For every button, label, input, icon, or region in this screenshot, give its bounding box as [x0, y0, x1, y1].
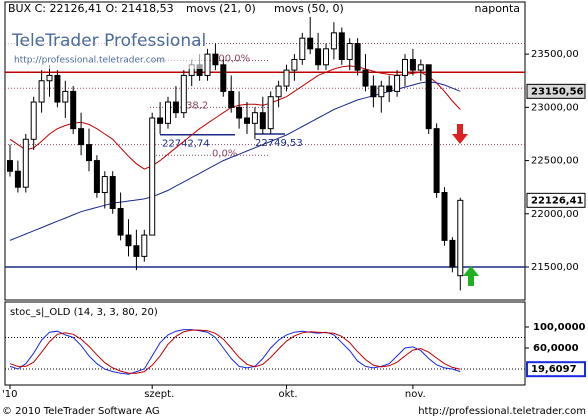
y-tick-label: 23500,00: [531, 49, 579, 60]
candle-body: [30, 101, 37, 140]
candle-body: [228, 90, 235, 108]
watermark-box: [8, 27, 204, 69]
candle-body: [54, 74, 61, 103]
up-arrow: [463, 266, 479, 286]
candle-body: [259, 112, 266, 130]
x-tick-label: szept.: [144, 389, 174, 400]
stoch-tick-label: 60,0000: [533, 343, 579, 354]
last-label: 22126,41: [531, 195, 584, 206]
stoch-last-box: [526, 361, 586, 378]
watermark-url: http://professional.teletrader.com: [14, 56, 165, 66]
candle-body: [386, 85, 393, 92]
footer-copyright: © 2010 TeleTrader Software AG: [2, 406, 160, 417]
stoch-tick-label: 100,0000: [533, 322, 586, 333]
candle-body: [236, 106, 243, 119]
candle-body: [133, 245, 140, 257]
candle-body: [157, 117, 164, 124]
last-box: [526, 192, 586, 208]
candle-body: [299, 37, 306, 60]
header-ma2: movs (50, 0): [274, 2, 344, 15]
candle-body: [117, 207, 124, 236]
candle-body: [109, 176, 116, 209]
main-panel: [4, 1, 526, 301]
last-label: 23150,56: [531, 86, 584, 97]
candle-body: [370, 85, 377, 98]
candle-body: [149, 117, 156, 236]
candle-body: [46, 74, 53, 82]
candle-body: [394, 74, 401, 92]
fib-label: 38,2: [186, 100, 208, 111]
candle-body: [323, 48, 329, 66]
x-tick-label: '10: [2, 389, 17, 400]
candle-body: [172, 101, 179, 114]
header-symbol: BUX C: 22126,41 O: 21418,53: [8, 2, 174, 15]
x-tick-label: nov.: [405, 389, 426, 400]
down-arrow: [452, 124, 468, 144]
watermark-title: TeleTrader Professional: [11, 31, 206, 51]
candle-body: [402, 58, 408, 76]
last-box: [526, 83, 586, 99]
candle-body: [291, 58, 298, 71]
stoch-last-label: 19,6097: [531, 364, 577, 375]
candle-body: [457, 199, 464, 277]
low-label: 22749,53: [255, 138, 303, 149]
candle-body: [86, 144, 92, 162]
low-label: 22742,74: [162, 139, 210, 150]
candle-body: [62, 90, 69, 103]
candle-body: [433, 128, 440, 194]
stoch-line: [9, 329, 461, 375]
candle-body: [14, 170, 21, 188]
stoch-title: stoc_s|_OLD (14, 3, 3, 80, 20): [10, 307, 158, 318]
candle-body: [180, 74, 187, 114]
candle-body: [212, 53, 219, 66]
marks: 21500,00 22000,00 22500,00 23000,00 23500,00…: [2, 16, 586, 400]
candle-body: [101, 176, 108, 194]
header-period: naponta: [475, 2, 520, 15]
ma-line: [9, 81, 461, 241]
ma-line: [9, 65, 461, 170]
candle-body: [125, 234, 132, 247]
footer-url: http://professional.teletrader.com: [418, 406, 586, 417]
candle-body: [220, 64, 227, 92]
y-tick-label: 22000,00: [531, 209, 579, 220]
candle-body: [22, 138, 29, 188]
candle-body: [354, 43, 361, 71]
candle-body: [204, 53, 211, 76]
candle-body: [283, 69, 290, 87]
candle-body: [165, 101, 171, 124]
candle-body: [141, 234, 148, 257]
candle-body: [275, 85, 282, 98]
candle-body: [307, 37, 314, 50]
candle-body: [38, 80, 45, 103]
y-tick-label: 22500,00: [531, 156, 579, 167]
candle-body: [315, 48, 322, 66]
candle-body: [330, 32, 337, 50]
candle-body: [346, 43, 353, 60]
candle-body: [93, 160, 100, 194]
x-tick-label: okt.: [279, 389, 298, 400]
candle-body: [417, 64, 424, 71]
candle-body: [7, 160, 13, 172]
stoch-panel: [4, 301, 526, 386]
candle-body: [267, 96, 274, 130]
candle-body: [70, 90, 77, 130]
candle-body: [251, 112, 258, 124]
y-tick-label: 23000,00: [531, 102, 579, 113]
fib-label: 100,0%: [212, 54, 250, 65]
candle-body: [449, 239, 456, 268]
candle-body: [409, 58, 416, 71]
candle-body: [441, 192, 448, 241]
candle-body: [425, 64, 432, 130]
candle-body: [78, 128, 85, 146]
stoch-line: [9, 329, 461, 374]
header-ma1: movs (21, 0): [186, 2, 256, 15]
fib-label: 0,0%: [212, 148, 237, 159]
candle-body: [378, 85, 385, 98]
candle-body: [338, 32, 345, 60]
y-tick-label: 21500,00: [531, 262, 579, 273]
candle-body: [362, 69, 369, 87]
candle-body: [244, 117, 250, 124]
